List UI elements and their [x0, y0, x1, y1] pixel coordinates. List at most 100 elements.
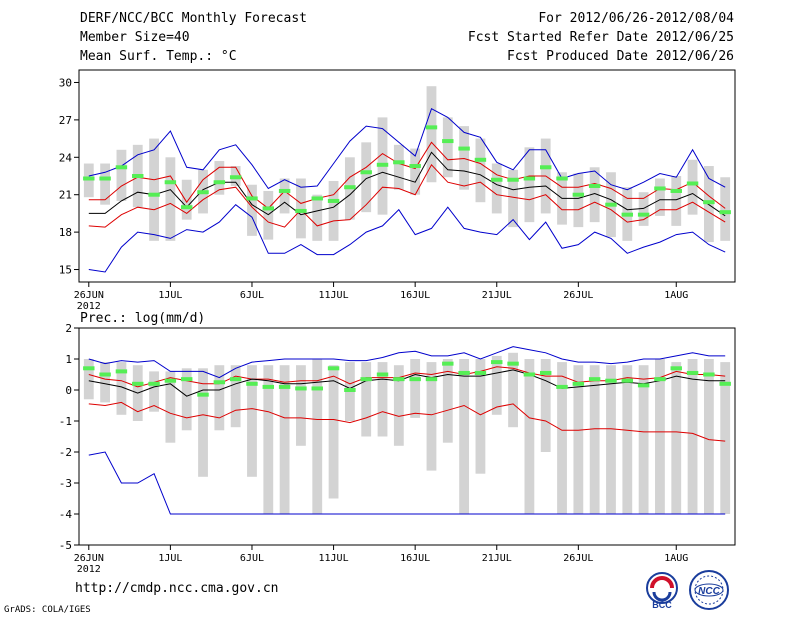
spread-box-1-25: [491, 355, 502, 415]
spread-box-0-36: [671, 176, 682, 226]
spread-box-1-2: [116, 362, 127, 415]
y-tick-label-0-1: 18: [59, 226, 72, 239]
y-tick-label-1-6: 1: [65, 353, 72, 366]
y-tick-label-1-0: -5: [59, 539, 72, 552]
obs-mark-1-6: [180, 377, 193, 382]
x-tick-label-1-6: 26JUL: [563, 553, 593, 564]
obs-mark-0-38: [703, 200, 715, 205]
obs-mark-0-18: [376, 162, 389, 167]
spread-box-1-36: [671, 362, 682, 514]
obs-mark-1-34: [637, 383, 650, 388]
obs-mark-1-21: [425, 377, 438, 382]
x-tick-label-0-2: 6JUL: [240, 290, 264, 301]
spread-box-0-5: [165, 157, 176, 241]
spread-box-0-27: [524, 147, 535, 223]
obs-mark-0-33: [621, 212, 634, 217]
spread-box-1-11: [263, 365, 274, 514]
spread-box-1-27: [524, 359, 535, 514]
spread-box-1-20: [410, 359, 421, 418]
obs-mark-0-23: [458, 146, 470, 151]
x-tick-label-1-4: 16JUL: [400, 553, 430, 564]
obs-mark-0-28: [539, 165, 552, 170]
obs-mark-1-23: [458, 370, 470, 375]
spread-box-0-15: [328, 180, 339, 241]
variable-label: Mean Surf. Temp.: °C: [80, 49, 237, 64]
p90-line-0: [88, 141, 726, 210]
obs-mark-0-1: [99, 176, 111, 181]
obs-mark-0-3: [132, 174, 144, 178]
obs-mark-0-39: [719, 210, 731, 215]
bcc-logo: BCC: [646, 572, 678, 610]
obs-mark-1-27: [523, 372, 536, 377]
obs-mark-1-2: [115, 369, 128, 374]
obs-mark-0-14: [311, 196, 323, 201]
spread-box-1-22: [442, 359, 453, 443]
source-url[interactable]: http://cmdp.ncc.cma.gov.cn: [75, 581, 279, 596]
obs-mark-0-29: [556, 176, 568, 181]
obs-mark-1-29: [556, 384, 568, 389]
x-tick-label-1-0: 26JUN: [74, 553, 104, 564]
spread-box-0-19: [393, 144, 404, 190]
obs-mark-1-10: [246, 381, 258, 386]
spread-box-0-23: [459, 126, 470, 190]
y-tick-label-1-3: -2: [59, 446, 72, 459]
grads-credit: GrADS: COLA/IGES: [4, 605, 91, 615]
max-line-0: [88, 204, 726, 273]
spread-box-1-30: [573, 365, 584, 514]
obs-mark-0-24: [474, 157, 487, 162]
y-tick-label-1-2: -3: [59, 477, 72, 490]
spread-box-0-4: [149, 138, 159, 241]
obs-mark-1-16: [344, 388, 356, 392]
y-tick-label-1-4: -1: [59, 415, 72, 428]
obs-mark-0-36: [670, 188, 682, 193]
x-tick-label-0-7: 1AUG: [664, 290, 688, 301]
obs-mark-1-33: [621, 378, 634, 383]
obs-mark-1-36: [670, 366, 682, 371]
mean-line-0: [88, 151, 726, 217]
x-tick-label-0-4: 16JUL: [400, 290, 430, 301]
spread-box-1-21: [426, 362, 437, 471]
x-tick-label-0-3: 11JUL: [319, 290, 349, 301]
spread-box-0-14: [312, 194, 323, 241]
spread-box-1-4: [149, 371, 159, 412]
obs-mark-1-18: [376, 372, 389, 377]
obs-mark-1-25: [491, 360, 503, 365]
spread-box-0-30: [573, 173, 584, 228]
forecast-title: DERF/NCC/BCC Monthly Forecast: [80, 11, 307, 26]
ncc-logo-text: NCC: [698, 586, 720, 597]
obs-mark-1-26: [507, 361, 519, 366]
x-tick-label-1-5: 21JUL: [482, 553, 512, 564]
spread-box-0-22: [442, 117, 453, 178]
x-tick-label-0-1: 1JUL: [158, 290, 182, 301]
spread-box-1-34: [638, 365, 649, 514]
mean-line-1: [88, 369, 726, 397]
obs-mark-1-20: [409, 377, 421, 382]
x-tick-label-1-7: 1AUG: [664, 553, 688, 564]
obs-mark-0-35: [654, 186, 666, 191]
obs-mark-0-21: [425, 125, 438, 130]
produced-date: Fcst Produced Date 2012/06/26: [507, 49, 734, 64]
spread-box-0-1: [100, 163, 111, 205]
obs-mark-1-32: [605, 378, 617, 383]
obs-mark-0-15: [327, 198, 340, 203]
obs-mark-0-25: [491, 177, 503, 182]
x-tick-label-1-1: 1JUL: [158, 553, 182, 564]
obs-mark-1-8: [213, 380, 226, 385]
obs-mark-1-17: [360, 377, 372, 382]
obs-mark-1-14: [311, 386, 323, 391]
x-tick-label-0-0: 26JUN: [74, 290, 104, 301]
spread-box-1-37: [687, 359, 698, 514]
forecast-period: For 2012/06/26-2012/08/04: [538, 11, 734, 26]
obs-mark-1-1: [99, 372, 111, 377]
x-tick-label-0-5: 21JUL: [482, 290, 512, 301]
spread-box-1-18: [377, 362, 388, 437]
spread-box-1-28: [540, 359, 551, 452]
spread-box-1-9: [230, 365, 241, 428]
obs-mark-1-39: [719, 381, 731, 386]
spread-box-1-23: [459, 359, 470, 514]
spread-box-0-24: [475, 138, 486, 203]
spread-box-0-2: [116, 149, 127, 201]
min-line-1: [88, 451, 726, 515]
spread-box-1-38: [703, 359, 714, 514]
spread-box-1-13: [296, 365, 306, 446]
